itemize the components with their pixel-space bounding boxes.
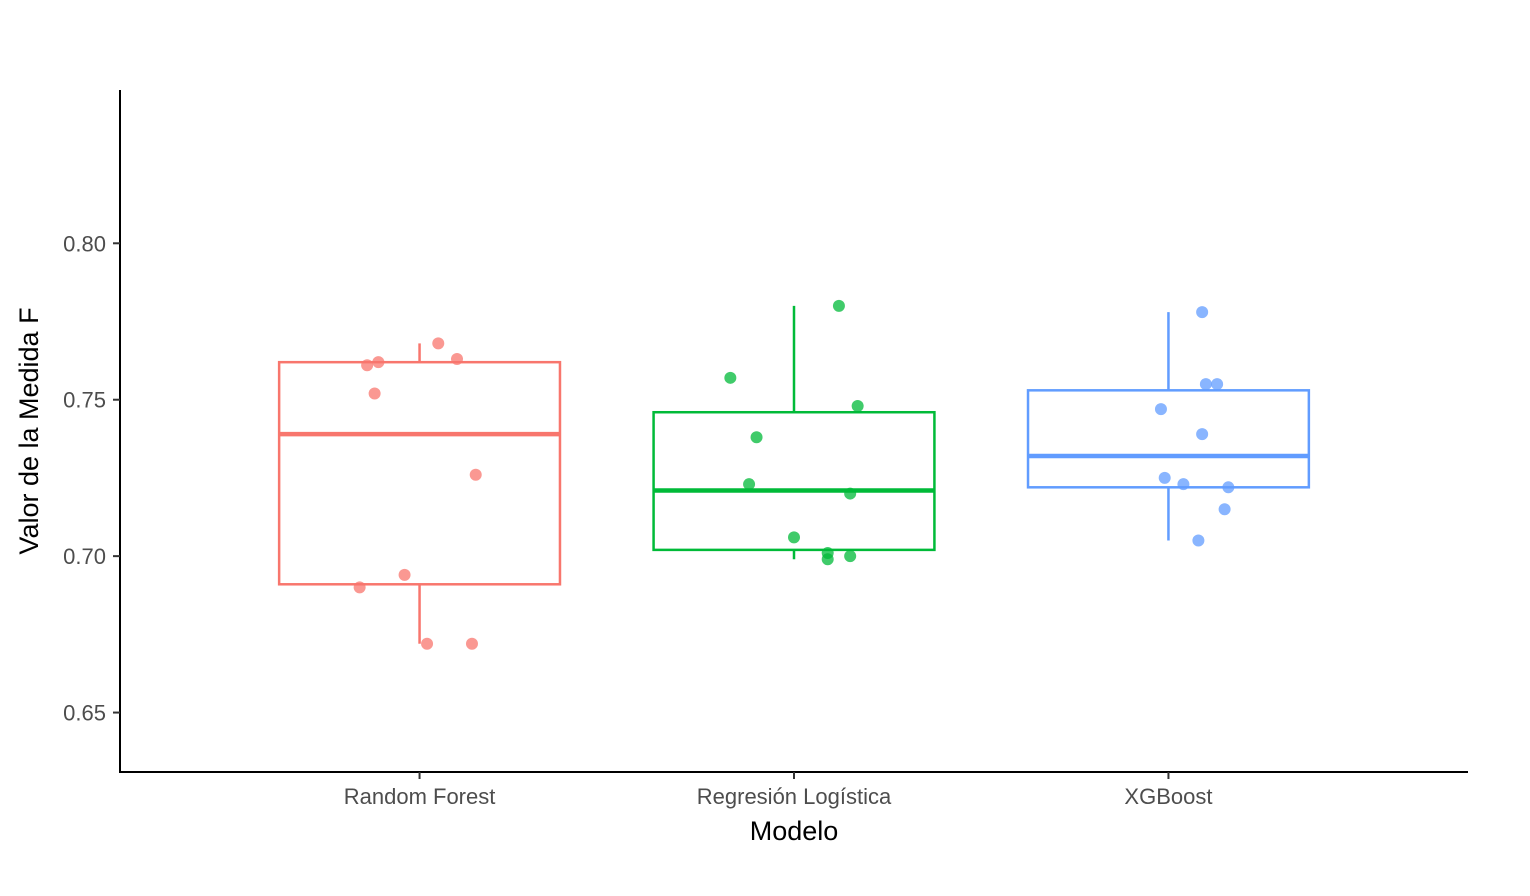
data-point: [361, 359, 374, 372]
data-point: [844, 487, 857, 500]
points-layer: [353, 299, 1235, 650]
data-point: [398, 568, 411, 581]
y-tick-label: 0.65: [63, 701, 106, 726]
data-point: [1196, 428, 1209, 441]
x-axis-title: Modelo: [750, 816, 839, 846]
data-point: [851, 399, 864, 412]
box-iqr: [1026, 389, 1311, 489]
y-axis-title: Valor de la Medida F: [14, 307, 44, 554]
data-point: [368, 387, 381, 400]
data-point: [1211, 378, 1224, 391]
data-point: [1158, 471, 1171, 484]
x-tick-label: XGBoost: [1124, 784, 1212, 809]
data-point: [421, 637, 434, 650]
data-point: [1199, 378, 1212, 391]
data-point: [432, 337, 445, 350]
data-point: [1177, 478, 1190, 491]
data-point: [465, 637, 478, 650]
y-tick-label: 0.70: [63, 544, 106, 569]
data-point: [743, 478, 756, 491]
y-tick-label: 0.75: [63, 388, 106, 413]
data-point: [821, 553, 834, 566]
boxes-layer: [277, 305, 1311, 644]
data-point: [372, 356, 385, 369]
axes-layer: [119, 90, 1468, 773]
data-point: [844, 550, 857, 563]
data-point: [724, 371, 737, 384]
data-point: [451, 353, 463, 366]
data-point: [1218, 503, 1231, 516]
data-point: [353, 581, 366, 594]
data-point: [750, 431, 763, 444]
box-iqr: [277, 360, 562, 586]
y-tick-label: 0.80: [63, 231, 106, 256]
x-tick-label: Random Forest: [344, 784, 496, 809]
data-point: [1192, 534, 1205, 547]
x-tick-label: Regresión Logística: [697, 784, 892, 809]
data-point: [1154, 403, 1167, 416]
data-point: [1196, 306, 1209, 319]
box-iqr: [652, 410, 936, 552]
data-point: [469, 468, 482, 481]
data-point: [788, 531, 800, 544]
ticks-layer: 0.65 0.70 0.75 0.80 Random Forest Regresión L…: [63, 231, 1212, 809]
data-point: [832, 299, 845, 312]
data-point: [1222, 481, 1235, 494]
